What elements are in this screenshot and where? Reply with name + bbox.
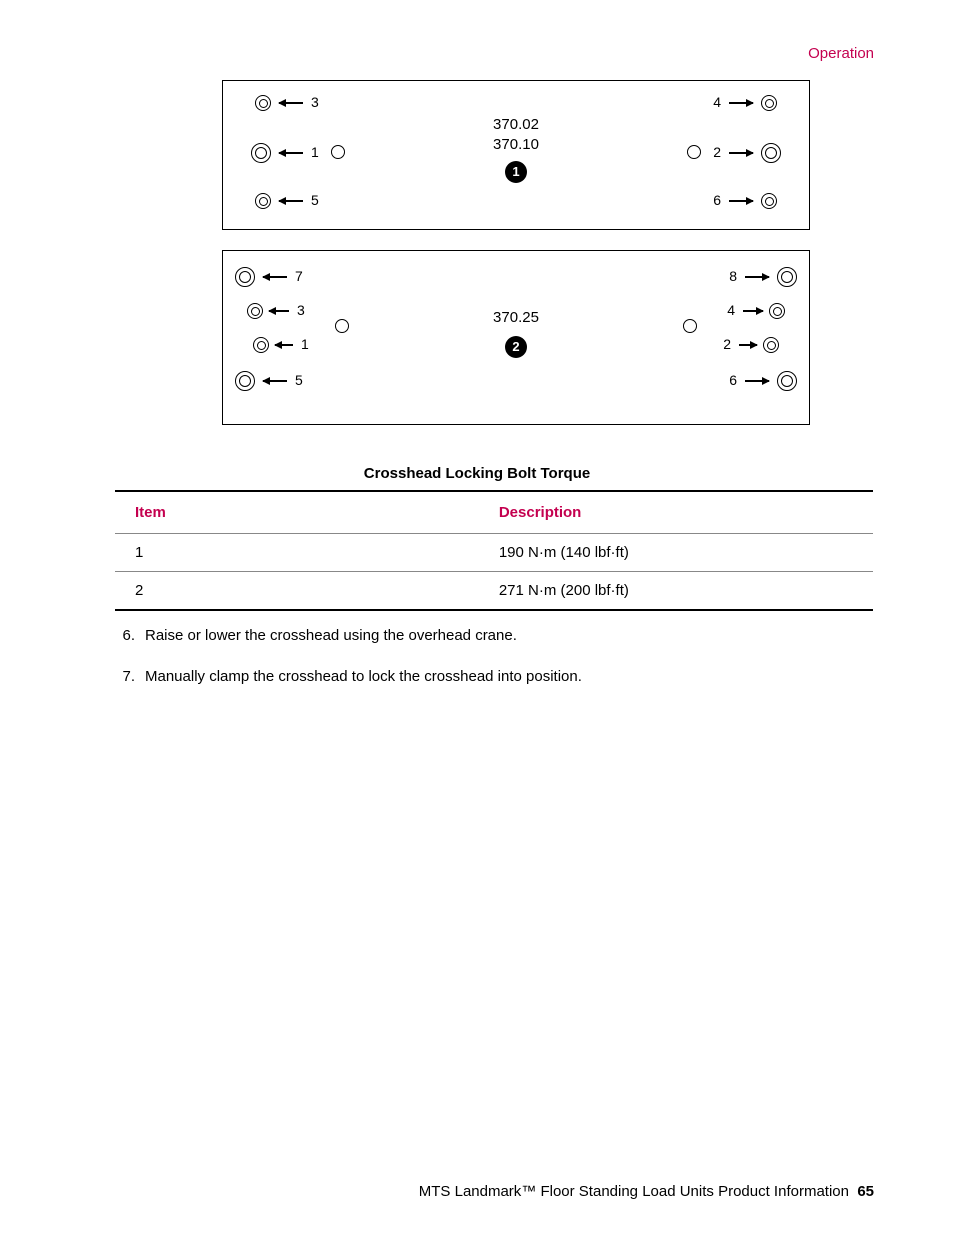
bolt-icon <box>761 95 777 111</box>
table-header-row: Item Description <box>115 491 873 534</box>
arrow-left-icon <box>263 380 287 382</box>
section-header: Operation <box>808 45 874 62</box>
bolt-icon <box>763 337 779 353</box>
bolt-label: 7 <box>295 268 303 284</box>
arrow-left-icon <box>279 200 303 202</box>
bolt-label: 6 <box>729 372 737 388</box>
bolt-label: 1 <box>301 336 309 352</box>
step-text: Raise or lower the crosshead using the o… <box>145 625 517 648</box>
bolt-label: 5 <box>295 372 303 388</box>
column-header-item: Item <box>115 491 479 534</box>
arrow-left-icon <box>275 344 293 346</box>
step-text: Manually clamp the crosshead to lock the… <box>145 666 582 689</box>
doc-title: MTS Landmark™ Floor Standing Load Units … <box>419 1183 849 1200</box>
bolt-label: 3 <box>311 94 319 110</box>
step-number: 7. <box>115 666 145 689</box>
cell-desc: 271 N·m (200 lbf·ft) <box>479 572 873 611</box>
bolt-icon <box>255 95 271 111</box>
diagram-2: 7 3 1 5 8 4 2 6 370.25 2 <box>222 250 810 425</box>
bolt-label: 8 <box>729 268 737 284</box>
arrow-right-icon <box>729 200 753 202</box>
column-header-desc: Description <box>479 491 873 534</box>
model-label: 370.10 <box>223 136 809 153</box>
callout-badge: 2 <box>505 336 527 358</box>
page-number: 65 <box>857 1183 874 1200</box>
table-title: Crosshead Locking Bolt Torque <box>0 465 954 482</box>
bolt-icon <box>255 193 271 209</box>
table-row: 1 190 N·m (140 lbf·ft) <box>115 534 873 572</box>
callout-badge: 1 <box>505 161 527 183</box>
step-item: 6. Raise or lower the crosshead using th… <box>115 625 873 648</box>
step-item: 7. Manually clamp the crosshead to lock … <box>115 666 873 689</box>
arrow-left-icon <box>263 276 287 278</box>
cell-item: 1 <box>115 534 479 572</box>
bolt-label: 5 <box>311 192 319 208</box>
bolt-icon <box>761 193 777 209</box>
bolt-icon <box>777 371 797 391</box>
step-number: 6. <box>115 625 145 648</box>
bolt-label: 4 <box>713 94 721 110</box>
cell-desc: 190 N·m (140 lbf·ft) <box>479 534 873 572</box>
model-label: 370.02 <box>223 116 809 133</box>
page-footer: MTS Landmark™ Floor Standing Load Units … <box>419 1183 874 1200</box>
arrow-left-icon <box>279 102 303 104</box>
arrow-right-icon <box>745 276 769 278</box>
arrow-right-icon <box>729 102 753 104</box>
bolt-icon <box>235 267 255 287</box>
bolt-icon <box>253 337 269 353</box>
bolt-label: 6 <box>713 192 721 208</box>
diagram-1: 3 1 5 4 2 6 370.02 370.10 1 <box>222 80 810 230</box>
model-label: 370.25 <box>223 309 809 326</box>
arrow-right-icon <box>745 380 769 382</box>
bolt-icon <box>777 267 797 287</box>
steps-list: 6. Raise or lower the crosshead using th… <box>115 625 873 706</box>
torque-table: Item Description 1 190 N·m (140 lbf·ft) … <box>115 490 873 611</box>
bolt-icon <box>235 371 255 391</box>
arrow-right-icon <box>739 344 757 346</box>
bolt-label: 2 <box>723 336 731 352</box>
table-row: 2 271 N·m (200 lbf·ft) <box>115 572 873 611</box>
cell-item: 2 <box>115 572 479 611</box>
diagrams-container: 3 1 5 4 2 6 370.02 370.10 1 7 3 <box>222 80 810 425</box>
